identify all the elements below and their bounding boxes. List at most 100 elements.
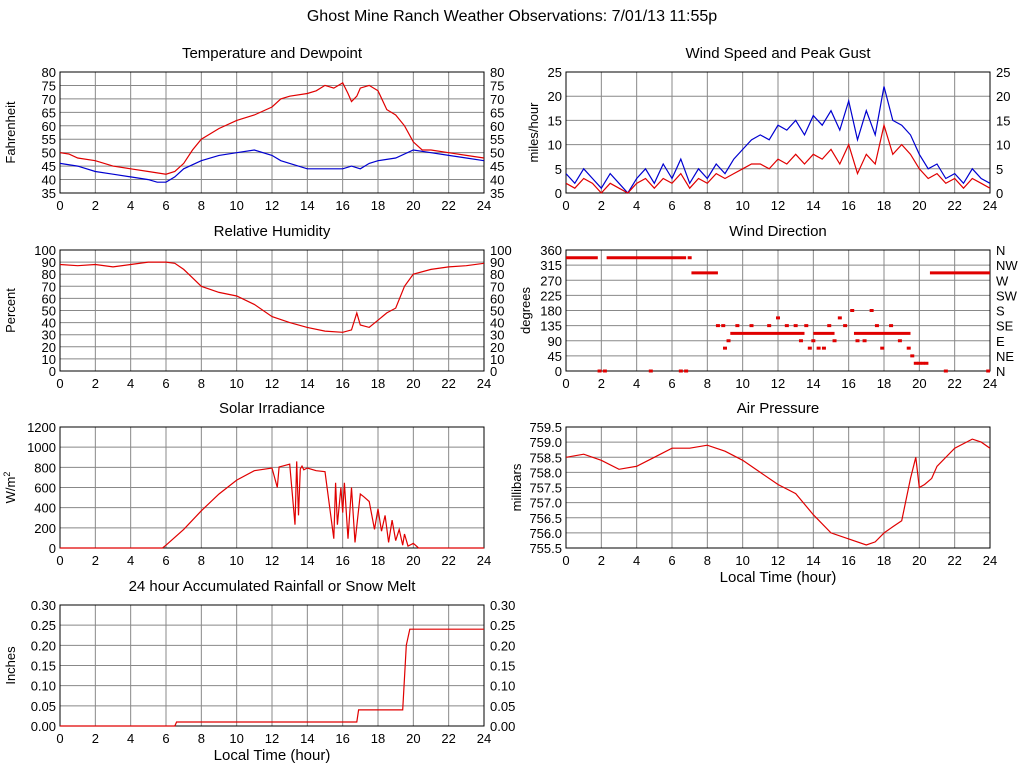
y-tick-label-right: 20 [490,340,504,355]
y-tick-label-right: 60 [490,119,504,134]
y-tick-label: 5 [555,162,562,177]
x-tick-label: 6 [162,553,169,568]
y-tick-label: 65 [42,105,56,120]
y-tick-label: 400 [34,501,56,516]
direction-point [910,354,915,358]
x-tick-label: 10 [229,553,243,568]
y-tick-label: 90 [548,334,562,349]
data-layer [566,86,990,194]
y-tick-label-right: 0 [996,186,1003,201]
x-tick-label: 16 [335,198,349,213]
x-tick-label: 4 [633,376,640,391]
data-layer [566,256,990,373]
compass-tick-label: SW [996,288,1018,303]
x-tick-label: 20 [406,376,420,391]
y-tick-label-right: 15 [996,113,1010,128]
x-tick-label: 0 [562,198,569,213]
y-axis-label: W/m2 [2,472,18,504]
direction-point [684,369,689,373]
y-tick-label-right: 45 [490,159,504,174]
x-tick-label: 4 [633,553,640,568]
y-tick-label-right: 20 [996,89,1010,104]
x-tick-label: 6 [162,198,169,213]
x-tick-label: 14 [806,376,820,391]
series-line-red [566,122,990,194]
y-tick-label: 759.0 [529,435,562,450]
page-title: Ghost Mine Ranch Weather Observations: 7… [306,8,718,25]
x-tick-label: 12 [771,553,785,568]
y-tick-label-right: 60 [490,291,504,306]
direction-point [723,346,727,350]
y-tick-label-right: 70 [490,92,504,107]
series-line-blue [60,149,484,183]
y-tick-label: 80 [42,267,56,282]
y-tick-label-right: 0.05 [490,699,515,714]
y-tick-label: 50 [42,146,56,161]
x-tick-label: 24 [477,553,491,568]
x-tick-label: 22 [441,376,455,391]
y-tick-label-right: 75 [490,78,504,93]
data-layer [60,461,484,549]
data-layer [60,628,484,727]
direction-point [804,324,809,328]
x-tick-label: 12 [265,553,279,568]
y-tick-label: 20 [548,89,562,104]
x-tick-label: 8 [198,376,205,391]
x-tick-label: 10 [229,198,243,213]
y-tick-label-right: 25 [996,65,1010,80]
series-line-red [60,628,484,727]
y-tick-label-right: 65 [490,105,504,120]
plot-frame [59,604,485,727]
x-tick-label: 12 [265,198,279,213]
direction-point [798,339,803,343]
y-tick-label-right: 10 [490,352,504,367]
direction-point [986,369,990,373]
x-tick-label: 16 [335,553,349,568]
direction-point [913,361,918,365]
x-tick-label: 14 [806,553,820,568]
compass-tick-label: N [996,243,1005,258]
y-tick-label: 20 [42,340,56,355]
x-tick-label: 18 [371,553,385,568]
y-tick-label: 757.0 [529,496,562,511]
series-line-red [566,438,990,546]
x-tick-label: 12 [265,376,279,391]
series-line-red [60,261,484,333]
y-tick-label-right: 55 [490,132,504,147]
y-tick-label: 0.00 [31,719,56,734]
y-axis-label: Inches [3,646,18,685]
y-axis-label: degrees [518,287,533,334]
direction-point [880,346,885,350]
series-line-blue [566,86,990,194]
x-tick-label: 12 [771,198,785,213]
y-tick-label-right: 10 [996,138,1010,153]
x-tick-label: 18 [877,376,891,391]
y-tick-label: 600 [34,481,56,496]
direction-point [943,369,948,373]
x-tick-label: 10 [735,553,749,568]
direction-point [749,324,754,328]
y-tick-label: 0.25 [31,618,56,633]
x-tick-label: 12 [265,731,279,746]
y-tick-label: 10 [42,352,56,367]
compass-tick-label: N [996,364,1005,379]
y-tick-label: 135 [540,319,562,334]
x-tick-label: 0 [56,198,63,213]
x-tick-label: 18 [371,731,385,746]
y-tick-label-right: 0.20 [490,638,515,653]
x-tick-label: 18 [877,198,891,213]
compass-tick-label: NW [996,258,1018,273]
direction-point [811,339,816,343]
x-tick-label: 16 [841,198,855,213]
y-tick-label: 45 [42,159,56,174]
y-tick-label: 270 [540,273,562,288]
x-tick-label: 22 [441,731,455,746]
x-tick-label: 2 [598,376,605,391]
direction-point [920,361,925,365]
y-tick-label: 180 [540,304,562,319]
y-tick-label: 757.5 [529,481,562,496]
plot-frame [59,426,485,549]
x-tick-label: 0 [56,376,63,391]
data-layer [60,81,484,183]
